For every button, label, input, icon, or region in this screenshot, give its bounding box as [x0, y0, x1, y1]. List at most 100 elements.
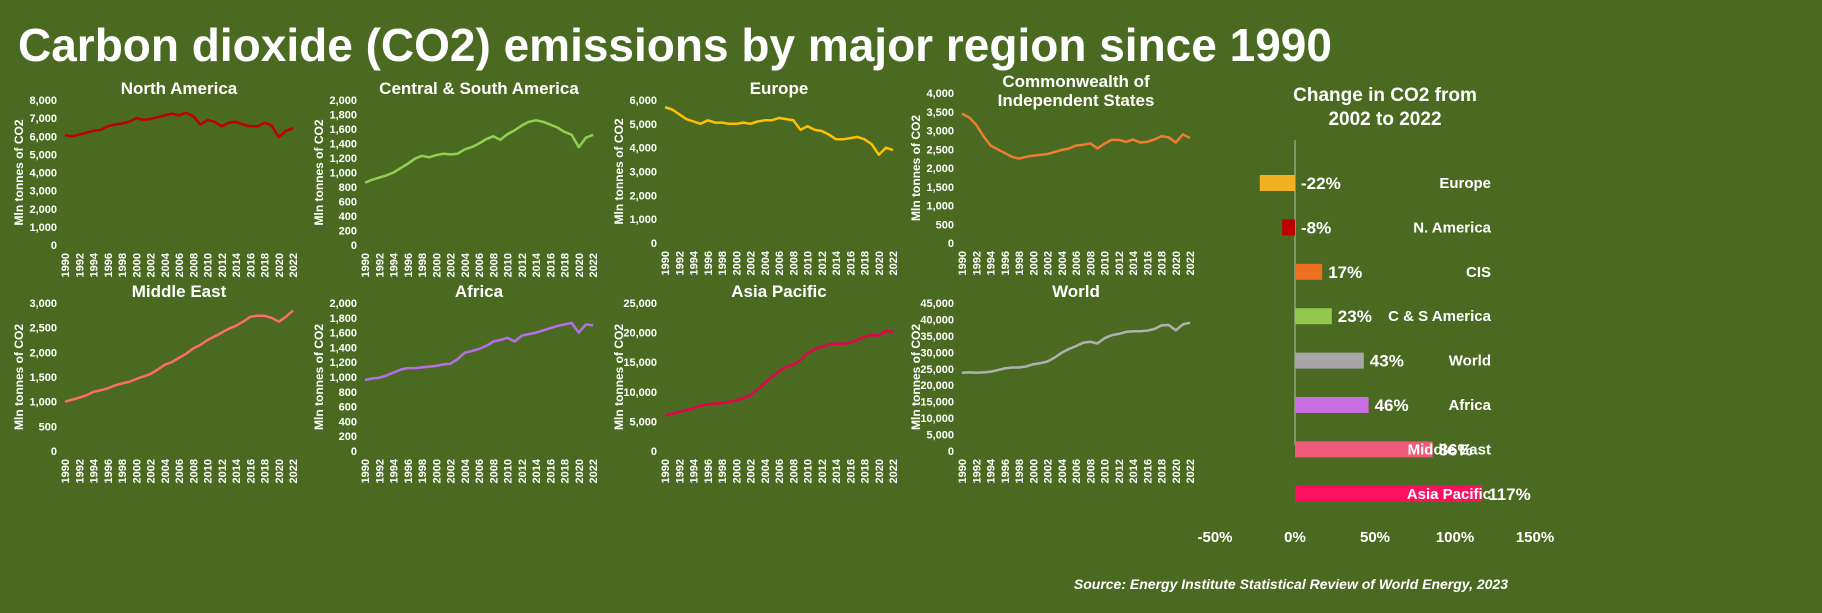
x-tick-label: 2012	[217, 459, 229, 483]
x-tick-label: 1992	[971, 459, 983, 483]
x-tick-label: 1994	[986, 458, 998, 483]
y-tick-label: 1,000	[629, 214, 657, 226]
x-tick-label: 2018	[1157, 251, 1169, 275]
bar	[1259, 175, 1295, 191]
x-tick-label: 2004	[460, 458, 472, 483]
x-tick-label: 2022	[888, 251, 900, 275]
x-tick-label: 2010	[203, 459, 215, 483]
y-axis-label: Mln tonnes of CO2	[312, 324, 326, 430]
x-tick-label: 2020	[274, 459, 286, 483]
x-tick-label: 1990	[360, 459, 372, 483]
category-label: C & S America	[1388, 308, 1491, 325]
category-label: N. America	[1413, 219, 1491, 236]
y-tick-label: 25,000	[920, 364, 954, 376]
x-tick-label: 2010	[503, 253, 515, 277]
y-tick-label: 5,000	[629, 119, 657, 131]
y-tick-label: 2,000	[29, 347, 57, 359]
x-tick-label: 50%	[1360, 529, 1390, 546]
x-tick-label: 2006	[174, 459, 186, 483]
y-tick-label: 2,500	[29, 323, 57, 335]
panel-title: Africa	[454, 282, 504, 301]
x-tick-label: 2012	[517, 253, 529, 277]
x-tick-label: 1992	[674, 251, 686, 275]
x-tick-label: 2000	[431, 459, 443, 483]
x-tick-label: 2016	[845, 459, 857, 483]
x-tick-label: 2018	[560, 459, 572, 483]
x-tick-label: 1998	[1014, 459, 1026, 483]
x-tick-label: 2022	[588, 253, 600, 277]
y-tick-label: 3,500	[926, 107, 954, 119]
value-label: 23%	[1338, 307, 1372, 326]
x-tick-label: 2016	[245, 253, 257, 277]
y-tick-label: 1,500	[926, 182, 954, 194]
y-tick-label: 10,000	[623, 387, 657, 399]
y-tick-label: 3,000	[29, 186, 57, 198]
data-line	[64, 111, 294, 139]
x-tick-label: 1994	[389, 458, 401, 483]
x-tick-label: 2004	[1057, 458, 1069, 483]
x-tick-label: 2010	[803, 459, 815, 483]
y-tick-label: 1,400	[329, 139, 357, 151]
x-tick-label: 2020	[1171, 459, 1183, 483]
y-tick-label: 1,600	[329, 124, 357, 136]
y-tick-label: 0	[51, 446, 57, 458]
x-tick-label: 2018	[860, 459, 872, 483]
x-tick-label: 1996	[103, 459, 115, 483]
x-tick-label: 1992	[74, 459, 86, 483]
y-tick-label: 2,000	[29, 204, 57, 216]
x-tick-label: 1994	[986, 250, 998, 275]
category-label: CIS	[1466, 264, 1491, 281]
panel-title: North America	[120, 79, 238, 98]
y-tick-label: 200	[339, 431, 357, 443]
x-tick-label: 2022	[288, 459, 300, 483]
y-tick-label: 1,000	[926, 201, 954, 213]
panel-title: Middle East	[131, 282, 227, 301]
x-tick-label: 2014	[231, 252, 243, 277]
x-tick-label: 2016	[845, 251, 857, 275]
value-label: -22%	[1301, 174, 1341, 193]
x-tick-label: 1998	[1014, 251, 1026, 275]
x-tick-label: 2006	[774, 459, 786, 483]
x-tick-label: 1996	[403, 459, 415, 483]
x-tick-label: 2012	[817, 251, 829, 275]
category-label: Africa	[1448, 397, 1491, 414]
y-tick-label: 4,000	[29, 168, 57, 180]
y-tick-label: 0	[651, 446, 657, 458]
y-tick-label: 400	[339, 211, 357, 223]
x-tick-label: 2004	[160, 458, 172, 483]
panel-title: Commonwealth of Independent States	[997, 72, 1155, 110]
x-tick-label: 2002	[1043, 459, 1055, 483]
y-tick-label: 2,500	[926, 144, 954, 156]
x-tick-label: 2002	[146, 459, 158, 483]
y-tick-label: 25,000	[623, 298, 657, 310]
data-line	[364, 119, 594, 184]
y-tick-label: 0	[351, 446, 357, 458]
value-label: 86%	[1439, 440, 1473, 459]
x-tick-label: 1996	[703, 459, 715, 483]
x-tick-label: 2012	[517, 459, 529, 483]
x-tick-label: 1996	[703, 251, 715, 275]
x-tick-label: 2022	[288, 253, 300, 277]
x-tick-label: 1998	[717, 251, 729, 275]
y-tick-label: 0	[948, 238, 954, 250]
x-tick-label: 1994	[89, 252, 101, 277]
x-tick-label: 2008	[488, 459, 500, 483]
x-tick-label: 2006	[474, 253, 486, 277]
x-tick-label: 1992	[74, 253, 86, 277]
x-tick-label: 2014	[831, 250, 843, 275]
x-tick-label: 2006	[1071, 459, 1083, 483]
y-axis-label: Mln tonnes of CO2	[12, 119, 26, 225]
y-tick-label: 40,000	[920, 314, 954, 326]
x-tick-label: 1992	[674, 459, 686, 483]
y-tick-label: 30,000	[920, 347, 954, 359]
category-label: Europe	[1439, 175, 1491, 192]
x-tick-label: 1996	[1000, 459, 1012, 483]
y-tick-label: 1,800	[329, 110, 357, 122]
category-label: Middle East	[1408, 441, 1491, 458]
x-tick-label: 2000	[731, 251, 743, 275]
x-tick-label: 2000	[431, 253, 443, 277]
x-tick-label: 2000	[731, 459, 743, 483]
y-tick-label: 45,000	[920, 298, 954, 310]
y-axis-label: Mln tonnes of CO2	[909, 115, 923, 221]
